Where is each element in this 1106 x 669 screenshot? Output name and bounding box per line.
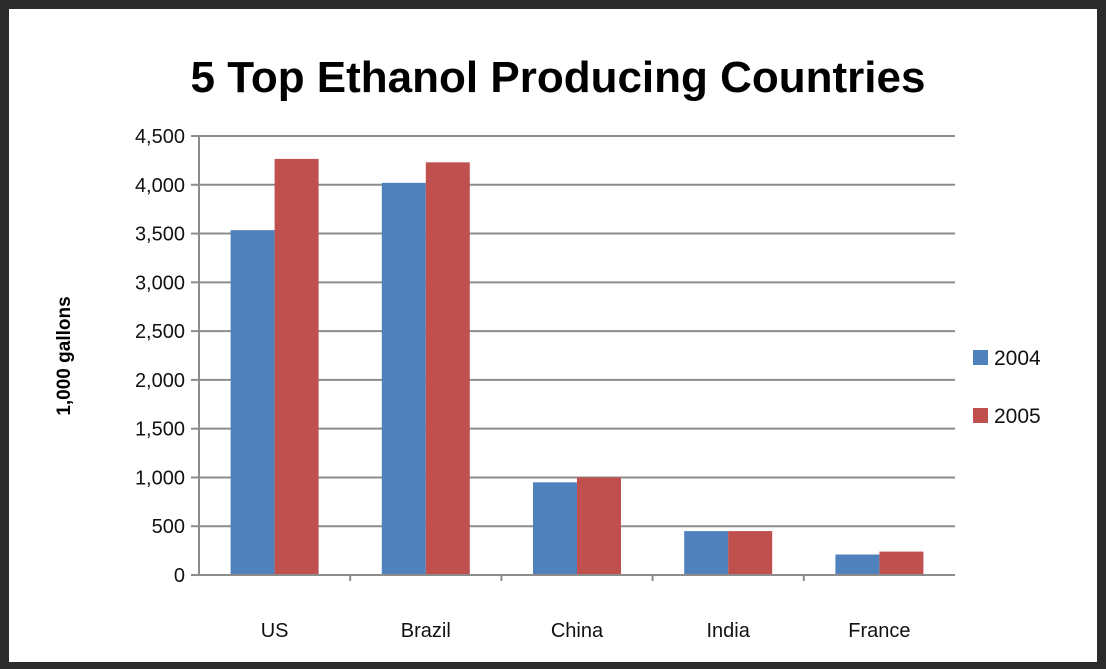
legend-swatch-2004 [973,350,988,365]
y-tick-label: 0 [174,565,185,587]
legend-label-2005: 2005 [994,405,1041,428]
y-tick-label: 3,000 [135,272,185,294]
x-tick-labels: US Brazil China India France [261,620,911,642]
legend-label-2004: 2004 [994,347,1041,370]
bar-brazil-2005 [425,162,470,575]
x-tick-label: India [707,620,751,642]
y-tick-label: 4,500 [135,126,185,148]
bar-us-2005 [274,158,319,576]
legend: 2004 2005 [973,347,1041,428]
x-tick-label: Brazil [401,620,451,642]
bar-china-2004 [533,482,577,575]
x-tick-label: China [551,620,604,642]
bar-france-2005 [879,551,924,575]
bar-us-2004 [230,230,275,575]
y-tick-label: 2,000 [135,370,185,392]
y-tick-label: 500 [152,516,185,538]
bar-brazil-2004 [381,182,426,575]
y-tick-label: 1,500 [135,419,185,441]
y-tick-labels: 0 500 1,000 1,500 2,000 2,500 3,000 3,500 4,000 4… [135,126,185,587]
legend-swatch-2005 [973,408,988,423]
x-tick-label: US [261,620,289,642]
y-tick-label: 3,500 [135,224,185,246]
y-tick-label: 4,000 [135,175,185,197]
y-tick-label: 1,000 [135,467,185,489]
x-tick-label: France [848,620,910,642]
bar-france-2004 [835,554,880,575]
axes [191,135,955,581]
y-axis-label: 1,000 gallons [54,296,75,415]
gridlines [199,135,955,528]
y-tick-label: 2,500 [135,321,185,343]
chart-title: 5 Top Ethanol Producing Countries [191,53,926,102]
bar-india-2004 [684,531,729,575]
bar-india-2005 [728,531,773,575]
bars [230,158,924,576]
bar-china-2005 [577,477,621,575]
